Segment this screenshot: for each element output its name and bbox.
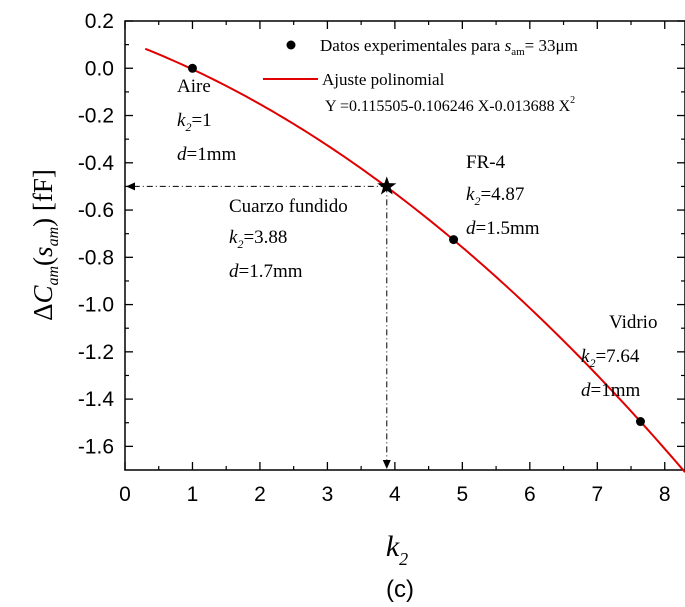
y-tick-label: -0.2 [78,105,114,128]
x-tick-label: 1 [187,483,199,506]
y-tick-label: 0.0 [85,57,114,80]
x-axis-label: k2 [386,530,408,569]
x-tick-label: 0 [119,483,131,506]
y-label-delta: Δ [28,304,58,321]
y-label-s: s [28,246,58,257]
annotation-cuarzo: Cuarzo fundido k2=3.88 d=1.7mm [229,196,348,282]
annotation-vidrio-k: k2=7.64 [581,346,640,370]
x-tick-label: 8 [659,483,671,506]
x-tick-label: 3 [322,483,334,506]
x-tick-label: 7 [591,483,603,506]
legend-scatter-prefix: Datos experimentales para [320,36,505,55]
annotation-cuarzo-k: k2=3.88 [229,227,287,251]
y-axis-label: ΔCam(sam) [fF] [28,169,62,321]
y-tick-label: -0.8 [78,246,114,269]
y-label-close: ) [28,218,58,227]
data-point [635,417,645,427]
annotation-cuarzo-d: d=1.7mm [229,261,303,282]
figure-caption: (c) [386,576,414,603]
x-label-main: k [386,530,400,563]
y-label-c-sub: am [45,266,62,286]
vertical-guide-arrowhead [382,460,391,469]
y-tick-label: -1.6 [78,435,114,458]
y-tick-label: -0.4 [78,152,115,175]
y-tick-label: 0.2 [85,10,114,33]
data-points [187,63,645,427]
legend-scatter-var: s [505,36,512,55]
y-tick-label: -0.6 [78,199,114,222]
annotation-vidrio: Vidrio k2=7.64 d=1mm [581,312,657,401]
annotation-aire-name: Aire [177,76,211,97]
y-tick-label: -1.0 [78,294,114,317]
ticks: 0 1 2 3 4 5 6 7 8 0.2 0.0 -0.2 -0.4 -0.6 -0.8 -1.0 -1.2 -… [78,10,685,506]
annotation-vidrio-name: Vidrio [609,312,657,333]
y-tick-label: -1.2 [78,341,114,364]
annotation-fr4-d: d=1.5mm [466,218,540,239]
data-point [187,63,197,73]
y-label-s-sub: am [45,227,62,247]
annotation-cuarzo-name: Cuarzo fundido [229,196,348,217]
x-label-sub: 2 [399,549,408,569]
fit-equation-sup: 2 [570,95,575,106]
highlight-star-marker [377,176,397,195]
y-tick-label: -1.4 [78,388,115,411]
x-tick-label: 5 [457,483,469,506]
y-label-c: C [28,285,58,304]
annotation-fr4: FR-4 k2=4.87 d=1.5mm [466,152,540,239]
legend-scatter-suffix: = 33μm [525,36,578,55]
legend-fit-label: Ajuste polinomial [322,70,445,89]
y-label-unit: [fF] [28,169,58,218]
x-tick-label: 2 [254,483,266,506]
legend-fit-equation: Y =0.115505-0.106246 X-0.013688 X2 [325,95,575,115]
legend-scatter-var-sub: am [511,46,525,58]
annotation-aire-d: d=1mm [177,144,236,165]
y-label-open: ( [28,257,58,266]
x-tick-label: 6 [524,483,536,506]
fit-equation-text: Y =0.115505-0.106246 X-0.013688 X [325,98,571,115]
annotation-vidrio-d: d=1mm [581,380,640,401]
data-point [449,235,459,245]
x-tick-label: 4 [389,483,401,506]
plot-frame [124,20,685,471]
annotation-fr4-name: FR-4 [466,152,506,173]
legend: Datos experimentales para sam= 33μm Ajus… [263,36,578,115]
legend-scatter-marker [286,40,296,50]
annotation-aire-k: k2=1 [177,110,212,134]
fit-curve [144,47,685,473]
annotation-aire: Aire k2=1 d=1mm [177,76,236,165]
legend-scatter-label: Datos experimentales para sam= 33μm [320,36,578,58]
guide-lines [126,182,391,469]
horizontal-guide-arrowhead [126,182,135,191]
fit-curve-group [144,47,685,473]
annotation-fr4-k: k2=4.87 [466,184,524,208]
